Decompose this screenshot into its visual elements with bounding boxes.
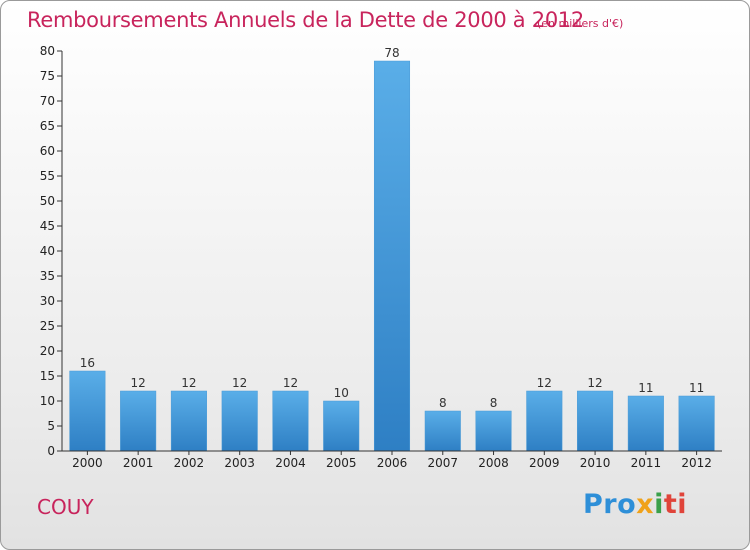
bar [120, 390, 157, 452]
commune-name: COUY [37, 495, 94, 519]
bar-value-label: 8 [490, 396, 498, 410]
bar [170, 390, 207, 452]
y-tick-label: 45 [40, 219, 55, 233]
bar-value-label: 12 [283, 376, 298, 390]
y-tick-label: 60 [40, 144, 55, 158]
bar-value-label: 78 [384, 46, 399, 60]
logo-part-4: ti [663, 489, 688, 520]
y-tick-label: 10 [40, 394, 55, 408]
y-tick-label: 25 [40, 319, 55, 333]
bar-value-label: 11 [689, 381, 704, 395]
y-tick-label: 50 [40, 194, 55, 208]
logo-part-1: Pro [583, 489, 637, 520]
x-tick-label: 2004 [275, 456, 306, 470]
bar [424, 410, 461, 452]
x-tick-label: 2000 [72, 456, 103, 470]
y-tick-label: 75 [40, 69, 55, 83]
bar-value-label: 10 [334, 386, 349, 400]
chart-title: Remboursements Annuels de la Dette de 20… [27, 8, 584, 32]
bars: 16 12 12 12 12 10 78 8 8 12 12 11 11 [69, 46, 715, 452]
x-tick-label: 2007 [427, 456, 458, 470]
y-tick-label: 65 [40, 119, 55, 133]
bar-value-label: 12 [537, 376, 552, 390]
y-tick-label: 55 [40, 169, 55, 183]
logo-part-2: x [636, 489, 655, 520]
x-axis: 2000 2001 2002 2003 2004 2005 2006 2007 2008 2009… [62, 450, 722, 470]
x-tick-label: 2001 [123, 456, 154, 470]
y-tick-label: 35 [40, 269, 55, 283]
bar [627, 395, 664, 452]
x-tick-label: 2005 [326, 456, 357, 470]
y-axis: 0 5 10 15 20 25 30 35 40 45 50 55 60 65 70 75 80 [40, 44, 63, 458]
bar [475, 410, 512, 452]
y-tick-label: 0 [47, 444, 55, 458]
y-tick-label: 20 [40, 344, 55, 358]
bar [323, 400, 360, 452]
bar-value-label: 12 [232, 376, 247, 390]
x-tick-label: 2012 [681, 456, 712, 470]
x-tick-label: 2006 [377, 456, 408, 470]
proxiti-logo: Proxiti [583, 489, 687, 520]
x-tick-label: 2003 [224, 456, 255, 470]
bar [221, 390, 258, 452]
bar [272, 390, 309, 452]
y-tick-label: 80 [40, 44, 55, 58]
x-tick-label: 2009 [529, 456, 560, 470]
bar-value-label: 16 [80, 356, 95, 370]
bar-value-label: 12 [587, 376, 602, 390]
bar-value-label: 11 [638, 381, 653, 395]
y-tick-label: 15 [40, 369, 55, 383]
bar [678, 395, 715, 452]
x-tick-label: 2010 [580, 456, 611, 470]
bar [373, 60, 411, 452]
bar [526, 390, 563, 452]
bar [69, 370, 106, 452]
y-tick-label: 70 [40, 94, 55, 108]
logo-part-3: i [654, 489, 664, 520]
x-tick-label: 2002 [174, 456, 205, 470]
chart-unit: (en milliers d'€) [537, 17, 624, 30]
bar-value-label: 12 [181, 376, 196, 390]
y-tick-label: 5 [47, 419, 55, 433]
bar [577, 390, 614, 452]
x-tick-label: 2008 [478, 456, 509, 470]
x-tick-label: 2011 [631, 456, 662, 470]
y-tick-label: 40 [40, 244, 55, 258]
bar-value-label: 8 [439, 396, 447, 410]
y-tick-label: 30 [40, 294, 55, 308]
bar-value-label: 12 [131, 376, 146, 390]
